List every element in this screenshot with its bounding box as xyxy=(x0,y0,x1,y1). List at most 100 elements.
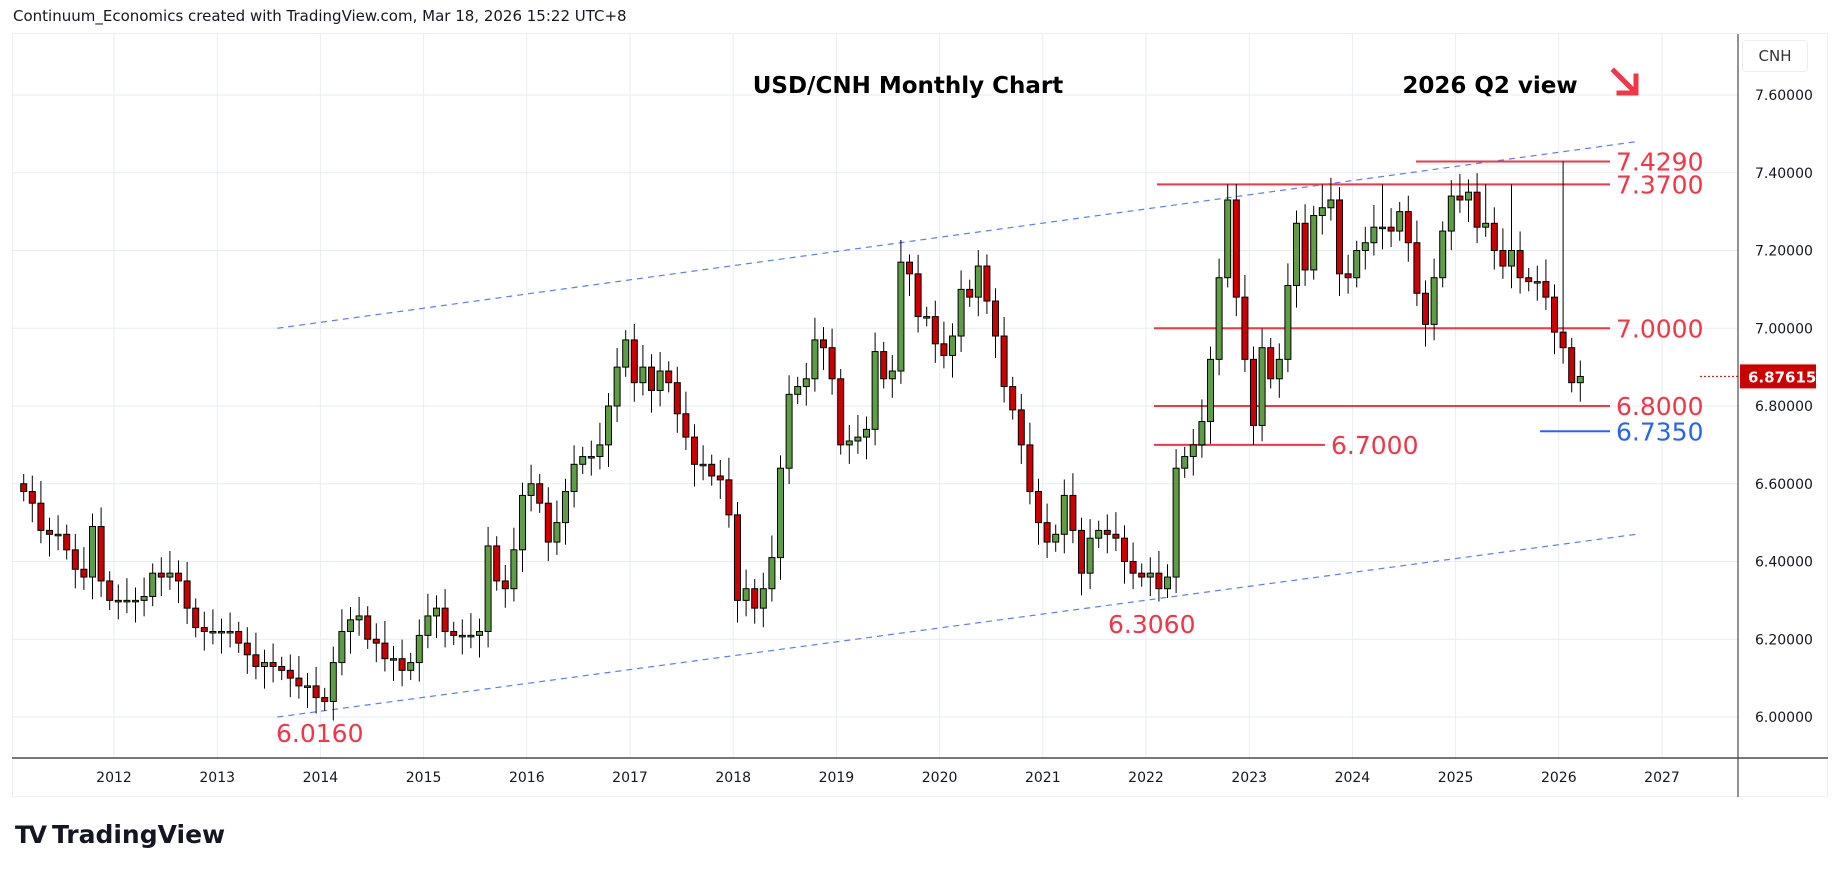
candle-down[interactable] xyxy=(1499,250,1507,267)
candle-down[interactable] xyxy=(1121,537,1128,562)
candle-up[interactable] xyxy=(1430,277,1438,325)
candle-up[interactable] xyxy=(261,662,268,667)
candle-up[interactable] xyxy=(811,339,819,380)
candle-down[interactable] xyxy=(682,413,690,438)
candle-up[interactable] xyxy=(467,634,475,638)
candle-up[interactable] xyxy=(1258,347,1266,426)
candle-down[interactable] xyxy=(1026,444,1034,493)
candle-up[interactable] xyxy=(854,436,862,442)
candle-up[interactable] xyxy=(407,662,415,671)
candle-up[interactable] xyxy=(802,378,810,388)
candle-up[interactable] xyxy=(1533,281,1541,284)
candle-down[interactable] xyxy=(106,580,114,601)
candle-up[interactable] xyxy=(742,588,750,601)
candle-down[interactable] xyxy=(175,572,182,582)
candle-up[interactable] xyxy=(1447,195,1455,232)
candle-up[interactable] xyxy=(553,522,561,543)
candle-up[interactable] xyxy=(527,483,535,496)
candle-up[interactable] xyxy=(329,662,337,702)
candle-up[interactable] xyxy=(1060,494,1068,535)
candle-down[interactable] xyxy=(1267,347,1275,380)
candle-up[interactable] xyxy=(1318,207,1326,217)
candle-up[interactable] xyxy=(699,463,707,467)
candle-up[interactable] xyxy=(897,261,905,372)
currency-label[interactable]: CNH xyxy=(1742,40,1808,72)
candle-up[interactable] xyxy=(1095,529,1103,539)
candle-down[interactable] xyxy=(1009,386,1017,411)
candle-down[interactable] xyxy=(200,627,208,632)
candle-up[interactable] xyxy=(923,316,931,319)
candle-up[interactable] xyxy=(656,370,664,391)
candle-down[interactable] xyxy=(828,347,836,380)
candle-up[interactable] xyxy=(1310,215,1318,271)
candle-down[interactable] xyxy=(648,366,655,391)
candle-up[interactable] xyxy=(1224,199,1232,279)
candle-down[interactable] xyxy=(372,638,380,644)
candle-down[interactable] xyxy=(28,491,36,504)
candle-up[interactable] xyxy=(390,658,397,661)
candle-down[interactable] xyxy=(940,343,948,356)
candle-down[interactable] xyxy=(725,479,733,516)
candle-up[interactable] xyxy=(622,339,630,368)
tradingview-logo[interactable]: TV TradingView xyxy=(15,820,225,849)
candle-down[interactable] xyxy=(243,642,251,656)
candle-up[interactable] xyxy=(218,630,225,634)
candle-down[interactable] xyxy=(1473,191,1481,228)
candle-down[interactable] xyxy=(381,642,389,660)
candle-up[interactable] xyxy=(1327,199,1335,209)
candle-down[interactable] xyxy=(691,436,698,465)
candle-up[interactable] xyxy=(1396,211,1404,232)
candle-down[interactable] xyxy=(278,665,286,671)
candle-down[interactable] xyxy=(252,654,260,667)
candle-down[interactable] xyxy=(820,339,827,349)
candle-down[interactable] xyxy=(544,502,552,543)
candle-up[interactable] xyxy=(1508,250,1515,267)
candle-down[interactable] xyxy=(734,514,741,601)
candle-up[interactable] xyxy=(845,440,853,446)
candle-down[interactable] xyxy=(1103,529,1111,535)
candle-up[interactable] xyxy=(1353,250,1361,279)
candle-up[interactable] xyxy=(1482,222,1490,228)
candle-down[interactable] xyxy=(1490,222,1498,252)
candle-up[interactable] xyxy=(415,634,423,664)
candle-up[interactable] xyxy=(209,630,217,634)
candle-up[interactable] xyxy=(949,335,956,356)
candle-up[interactable] xyxy=(338,630,346,664)
candle-down[interactable] xyxy=(751,588,759,609)
candle-down[interactable] xyxy=(1000,335,1008,388)
candle-down[interactable] xyxy=(1336,199,1343,275)
candle-down[interactable] xyxy=(1568,347,1576,384)
candle-down[interactable] xyxy=(1413,242,1421,294)
candle-down[interactable] xyxy=(157,572,165,578)
candle-up[interactable] xyxy=(123,599,131,603)
candle-up[interactable] xyxy=(1207,358,1214,423)
candle-up[interactable] xyxy=(1465,191,1472,201)
candle-up[interactable] xyxy=(347,619,354,632)
candle-down[interactable] xyxy=(441,607,449,632)
candle-down[interactable] xyxy=(1551,296,1558,333)
candle-up[interactable] xyxy=(587,456,595,459)
candle-up[interactable] xyxy=(794,386,802,395)
candle-down[interactable] xyxy=(630,339,638,384)
candle-up[interactable] xyxy=(433,607,440,617)
candle-down[interactable] xyxy=(321,697,329,702)
candle-up[interactable] xyxy=(785,393,793,469)
candle-up[interactable] xyxy=(458,634,466,638)
candle-down[interactable] xyxy=(1138,572,1146,578)
candle-down[interactable] xyxy=(63,533,71,551)
candle-up[interactable] xyxy=(768,557,776,590)
candle-down[interactable] xyxy=(914,273,922,318)
candle-up[interactable] xyxy=(424,615,432,636)
candle-up[interactable] xyxy=(863,428,870,438)
candle-up[interactable] xyxy=(519,494,526,551)
candle-down[interactable] xyxy=(1404,211,1412,244)
candle-up[interactable] xyxy=(579,456,587,465)
candle-up[interactable] xyxy=(114,599,122,603)
candle-down[interactable] xyxy=(673,382,681,415)
candle-down[interactable] xyxy=(1112,533,1120,539)
candle-down[interactable] xyxy=(1129,561,1137,574)
candle-down[interactable] xyxy=(286,669,294,679)
candle-down[interactable] xyxy=(1525,277,1533,283)
candle-down[interactable] xyxy=(1232,199,1240,298)
